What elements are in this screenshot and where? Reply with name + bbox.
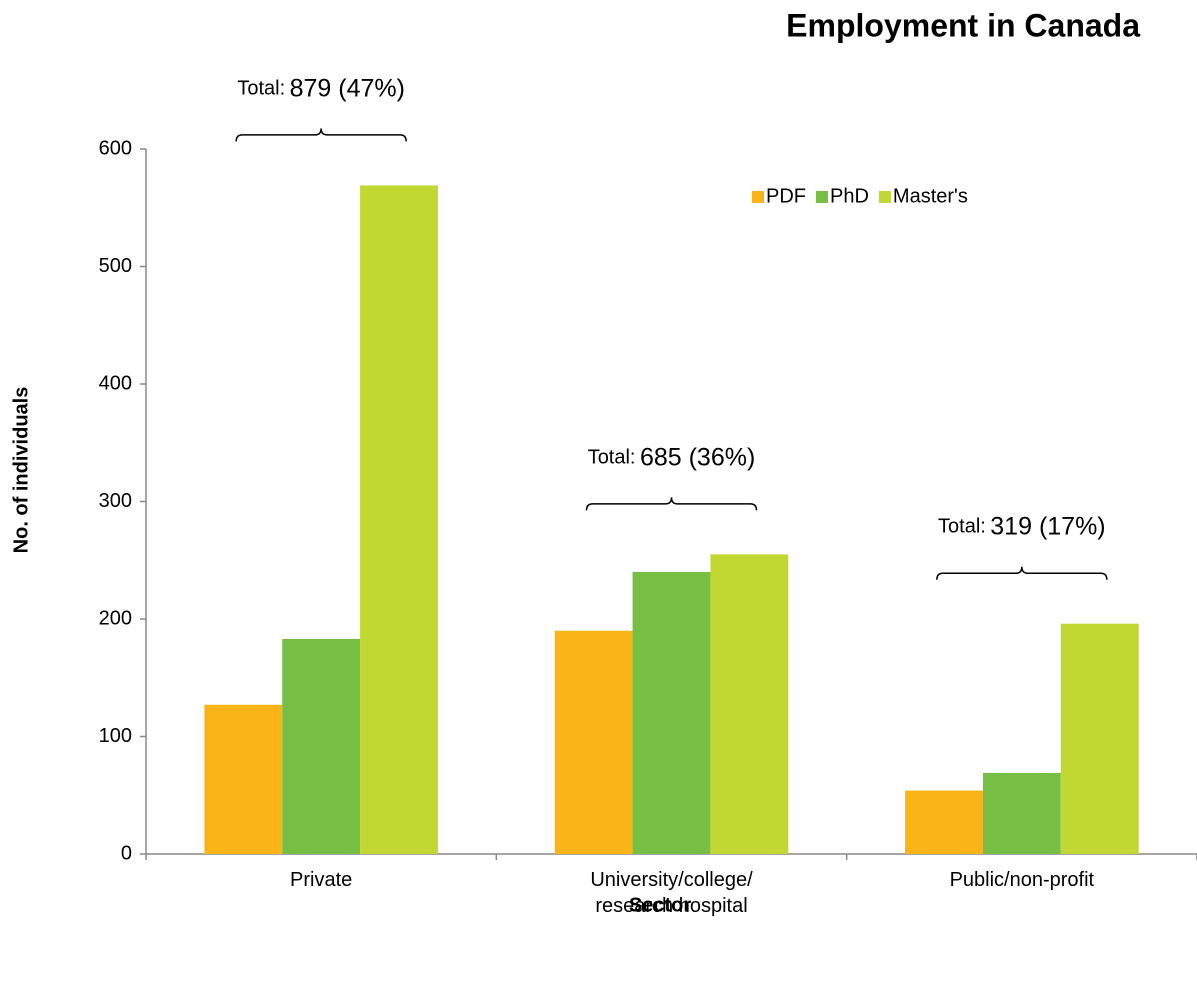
y-tick-label: 500	[99, 255, 132, 277]
chart-title: Employment in Canada	[786, 7, 1140, 43]
y-tick-label: 100	[99, 725, 132, 747]
y-tick-label: 0	[121, 842, 132, 864]
y-tick-label: 600	[99, 137, 132, 159]
x-tick-label: University/college/ research hospital	[590, 869, 753, 917]
annotation: Total: 685 (36%)	[588, 443, 756, 471]
annotation-text: 319 (17%)	[990, 512, 1105, 540]
legend-label: Master's	[893, 185, 968, 207]
legend-label: PDF	[766, 185, 806, 207]
bar	[982, 772, 1061, 854]
bar	[554, 630, 633, 854]
annotation-text: 685 (36%)	[640, 443, 755, 471]
x-tick-label: Private	[290, 869, 353, 891]
brace	[936, 566, 1108, 580]
legend-label: PhD	[830, 185, 869, 207]
y-tick-label: 400	[99, 372, 132, 394]
bar	[710, 554, 789, 854]
legend-swatch	[752, 191, 764, 203]
annotation-prefix: Total:	[237, 78, 285, 100]
annotation: Total: 319 (17%)	[938, 512, 1106, 540]
legend-swatch	[816, 191, 828, 203]
bar	[905, 790, 983, 854]
annotation: Total: 879 (47%)	[237, 74, 405, 102]
brace	[235, 128, 407, 142]
annotation-text: 879 (47%)	[290, 74, 405, 102]
x-axis-title: Sector	[629, 894, 691, 916]
annotation-prefix: Total:	[938, 516, 986, 538]
legend-swatch	[878, 191, 891, 203]
bar	[1060, 623, 1139, 854]
y-axis-title: No. of individuals	[10, 387, 32, 554]
x-tick-label: Public/non-profit	[949, 869, 1095, 891]
bar	[282, 638, 361, 854]
y-tick-label: 300	[99, 490, 132, 512]
bar	[360, 185, 438, 855]
annotation-prefix: Total:	[588, 447, 636, 469]
bar	[632, 572, 711, 854]
brace	[585, 497, 758, 511]
y-tick-label: 200	[99, 607, 132, 629]
bar	[204, 704, 283, 854]
